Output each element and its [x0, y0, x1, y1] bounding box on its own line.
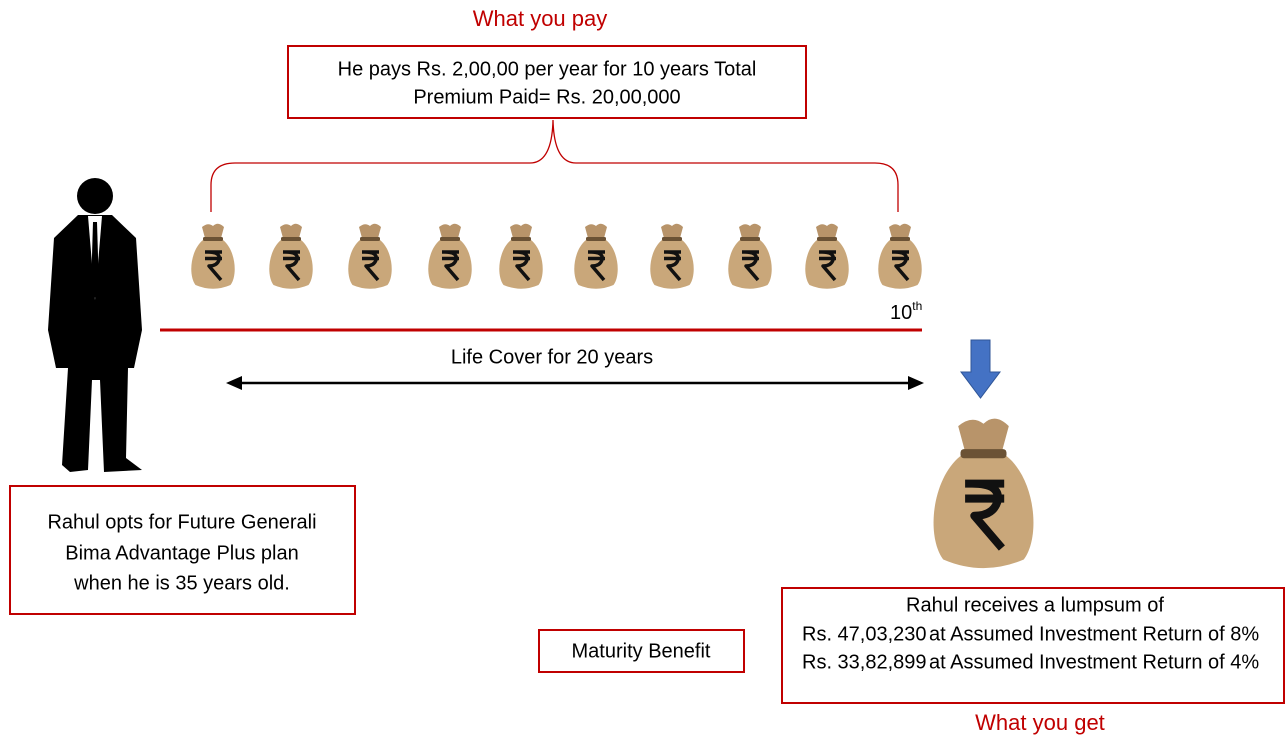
- money-bag: [426, 221, 474, 291]
- get-label: What you get: [975, 710, 1105, 735]
- ordinal: 10th: [890, 299, 922, 324]
- money-bag: [876, 221, 924, 291]
- benefit-amount: Rs. 47,03,230: [802, 623, 927, 645]
- person-text: Rahul opts for Future Generali: [47, 511, 316, 533]
- money-bag: [497, 221, 545, 291]
- person-text: Bima Advantage Plus plan: [65, 542, 299, 564]
- money-bag: [346, 221, 394, 291]
- big-bag: [934, 419, 1034, 569]
- brace: [210, 119, 899, 212]
- premium-text: He pays Rs. 2,00,00 per year for 10 year…: [338, 58, 757, 80]
- benefit-note: at Assumed Investment Return of 4%: [929, 651, 1259, 673]
- benefit-note: at Assumed Investment Return of 8%: [929, 623, 1259, 645]
- money-bag: [803, 221, 851, 291]
- benefit-amount: Rs. 33,82,899: [802, 651, 927, 673]
- money-bag: [726, 221, 774, 291]
- money-bag: [267, 221, 315, 291]
- bag-row: [189, 221, 924, 291]
- premium-text: Premium Paid= Rs. 20,00,000: [413, 86, 680, 108]
- maturity-box: [538, 629, 745, 673]
- benefit-heading: Rahul receives a lumpsum of: [906, 594, 1164, 616]
- person-text: when he is 35 years old.: [73, 572, 290, 594]
- premium-box: [287, 45, 807, 119]
- down-arrow: [960, 339, 1001, 399]
- pay-label: What you pay: [473, 6, 608, 31]
- money-bag: [572, 221, 620, 291]
- person-box: [9, 485, 356, 615]
- cover-label: Life Cover for 20 years: [451, 346, 653, 368]
- benefit-box: [781, 587, 1285, 704]
- maturity-label: Maturity Benefit: [572, 640, 711, 662]
- ordinal-suffix: th: [912, 299, 922, 313]
- person-silhouette: [48, 178, 142, 472]
- ordinal-number: 10: [890, 302, 912, 324]
- money-bag: [648, 221, 696, 291]
- money-bag: [189, 221, 237, 291]
